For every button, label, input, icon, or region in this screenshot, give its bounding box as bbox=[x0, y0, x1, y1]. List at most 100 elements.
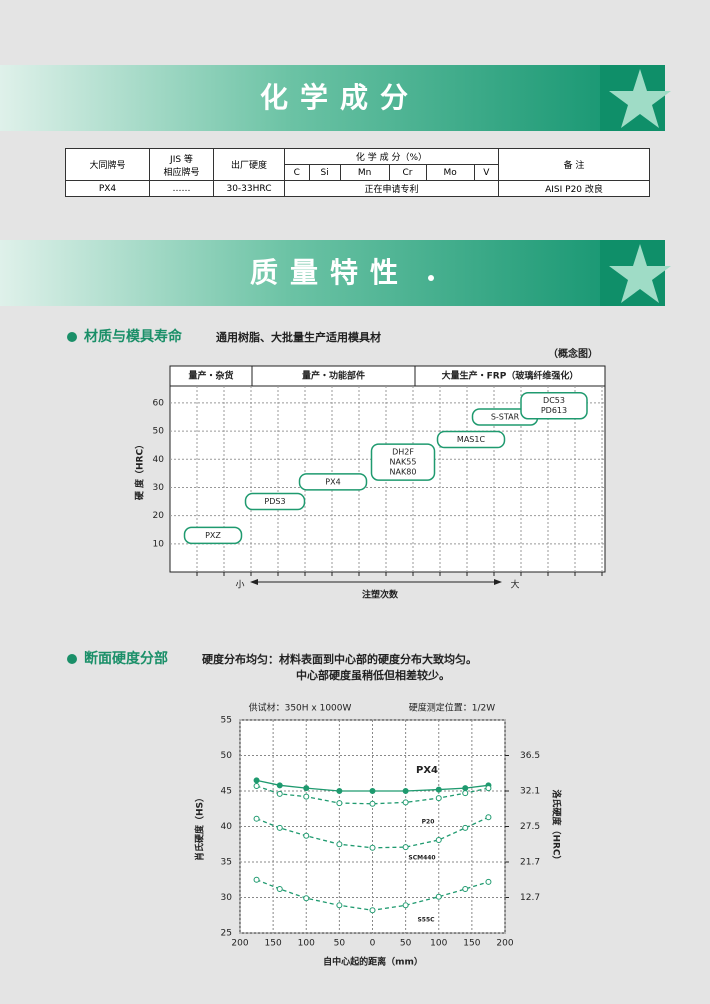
data-point bbox=[435, 786, 442, 793]
banner: 化学成分 bbox=[0, 65, 671, 131]
data-point bbox=[402, 902, 409, 909]
y2-tick-label: 12.7 bbox=[520, 893, 540, 903]
pill bbox=[370, 443, 436, 481]
data-point bbox=[276, 782, 283, 789]
zone-label: 量产・功能部件 bbox=[302, 370, 365, 382]
cell: V bbox=[473, 164, 500, 181]
cell: Mo bbox=[425, 164, 475, 181]
data-point bbox=[369, 844, 376, 851]
x-tick-label: 200 bbox=[231, 939, 248, 949]
data-point bbox=[435, 893, 442, 900]
data-point bbox=[485, 878, 492, 885]
y2-tick-label: 21.7 bbox=[520, 858, 540, 868]
y-tick-label: 20 bbox=[153, 511, 165, 521]
section-note: 中心部硬度虽稍低但相差较少。 bbox=[296, 668, 450, 682]
y-tick-label: 50 bbox=[153, 427, 165, 437]
x-end-label: 小 bbox=[235, 580, 244, 591]
cell: …… bbox=[149, 180, 214, 197]
data-point bbox=[369, 800, 376, 807]
x-tick-label: 50 bbox=[400, 939, 412, 949]
x-tick-label: 150 bbox=[463, 939, 480, 949]
y-tick-label: 10 bbox=[153, 539, 165, 549]
y2-axis-label: 洛氏硬度（HRC） bbox=[551, 789, 563, 864]
arrowhead bbox=[494, 579, 502, 585]
data-point bbox=[369, 907, 376, 914]
x-tick-label: 200 bbox=[496, 939, 513, 949]
y-tick-label: 30 bbox=[221, 893, 233, 903]
section-note: 通用树脂、大批量生产适用模具材 bbox=[216, 330, 381, 344]
series-label: S55C bbox=[417, 917, 435, 924]
chart-note: 供试材：350H x 1000W bbox=[249, 702, 352, 714]
section-heading: 材质与模具寿命 bbox=[84, 328, 183, 345]
data-point bbox=[462, 785, 469, 792]
series-label: P20 bbox=[422, 819, 435, 826]
data-point bbox=[253, 876, 260, 883]
x-axis-label: 自中心起的距离（mm） bbox=[323, 956, 423, 968]
section-heading: 断面硬度分部 bbox=[84, 650, 168, 667]
data-point bbox=[303, 793, 310, 800]
cell: 出厂硬度 bbox=[213, 148, 285, 181]
pill-label: PX4 bbox=[325, 477, 340, 486]
cell-line: JIS 等 bbox=[170, 154, 193, 165]
y-tick-label: 45 bbox=[221, 787, 232, 797]
y-tick-label: 35 bbox=[221, 858, 232, 868]
row: C Si Mn Cr Mo V bbox=[66, 164, 650, 181]
pill-label: DH2F bbox=[392, 448, 414, 457]
y-tick-label: 55 bbox=[221, 716, 232, 726]
data-point bbox=[485, 785, 492, 792]
series-label: SCM440 bbox=[408, 855, 435, 862]
data-point bbox=[402, 799, 409, 806]
data-point bbox=[303, 895, 310, 902]
cell: PX4 bbox=[65, 180, 150, 197]
data-point bbox=[369, 788, 376, 794]
pill-label: PXZ bbox=[205, 531, 221, 540]
cell: Mn bbox=[339, 164, 390, 181]
cell: 化 学 成 分（%） bbox=[284, 148, 499, 165]
data-point bbox=[462, 824, 469, 831]
y-tick-label: 50 bbox=[221, 751, 233, 761]
cell: 大同牌号 bbox=[65, 148, 150, 181]
data-point bbox=[253, 777, 260, 784]
data-point bbox=[435, 795, 442, 802]
series-label: PX4 bbox=[416, 765, 438, 776]
pill bbox=[183, 526, 243, 545]
pill-label: S-STAR bbox=[491, 413, 520, 422]
data-point bbox=[276, 824, 283, 831]
data-point bbox=[336, 841, 343, 848]
cell: JIS 等相应牌号 bbox=[149, 148, 214, 181]
y2-tick-label: 36.5 bbox=[520, 751, 540, 761]
x-tick-label: 100 bbox=[430, 939, 447, 949]
data-point bbox=[276, 790, 283, 797]
pill bbox=[520, 391, 588, 420]
y-tick-label: 60 bbox=[153, 398, 165, 408]
cell: 30-33HRC bbox=[213, 180, 285, 197]
data-point bbox=[276, 885, 283, 892]
data-point bbox=[435, 836, 442, 843]
chart-note: 硬度测定位置：1/2W bbox=[409, 702, 495, 714]
arrowhead bbox=[250, 579, 258, 585]
banner: 质量特性 bbox=[0, 240, 671, 306]
data-point bbox=[336, 902, 343, 909]
data-point bbox=[303, 785, 310, 792]
pill bbox=[436, 430, 506, 449]
pill-label: MAS1C bbox=[457, 435, 486, 444]
banner-title: 质量特性 bbox=[250, 256, 410, 289]
pill-label: PD613 bbox=[541, 406, 567, 415]
pill-label: NAK80 bbox=[390, 468, 417, 477]
y-tick-label: 30 bbox=[153, 483, 165, 493]
data-point bbox=[402, 788, 409, 794]
data-point bbox=[336, 800, 343, 807]
pill-label: PDS3 bbox=[264, 497, 285, 506]
banner-title: 化学成分 bbox=[260, 81, 420, 114]
pill-label: NAK55 bbox=[390, 458, 417, 467]
data-point bbox=[402, 844, 409, 851]
cell: Cr bbox=[388, 164, 427, 181]
cell: 正在申请专利 bbox=[284, 180, 499, 197]
pill bbox=[244, 492, 306, 511]
cell: C bbox=[284, 164, 310, 181]
cell: Si bbox=[308, 164, 341, 181]
data-point bbox=[336, 788, 343, 794]
cell-line: 相应牌号 bbox=[163, 167, 200, 178]
